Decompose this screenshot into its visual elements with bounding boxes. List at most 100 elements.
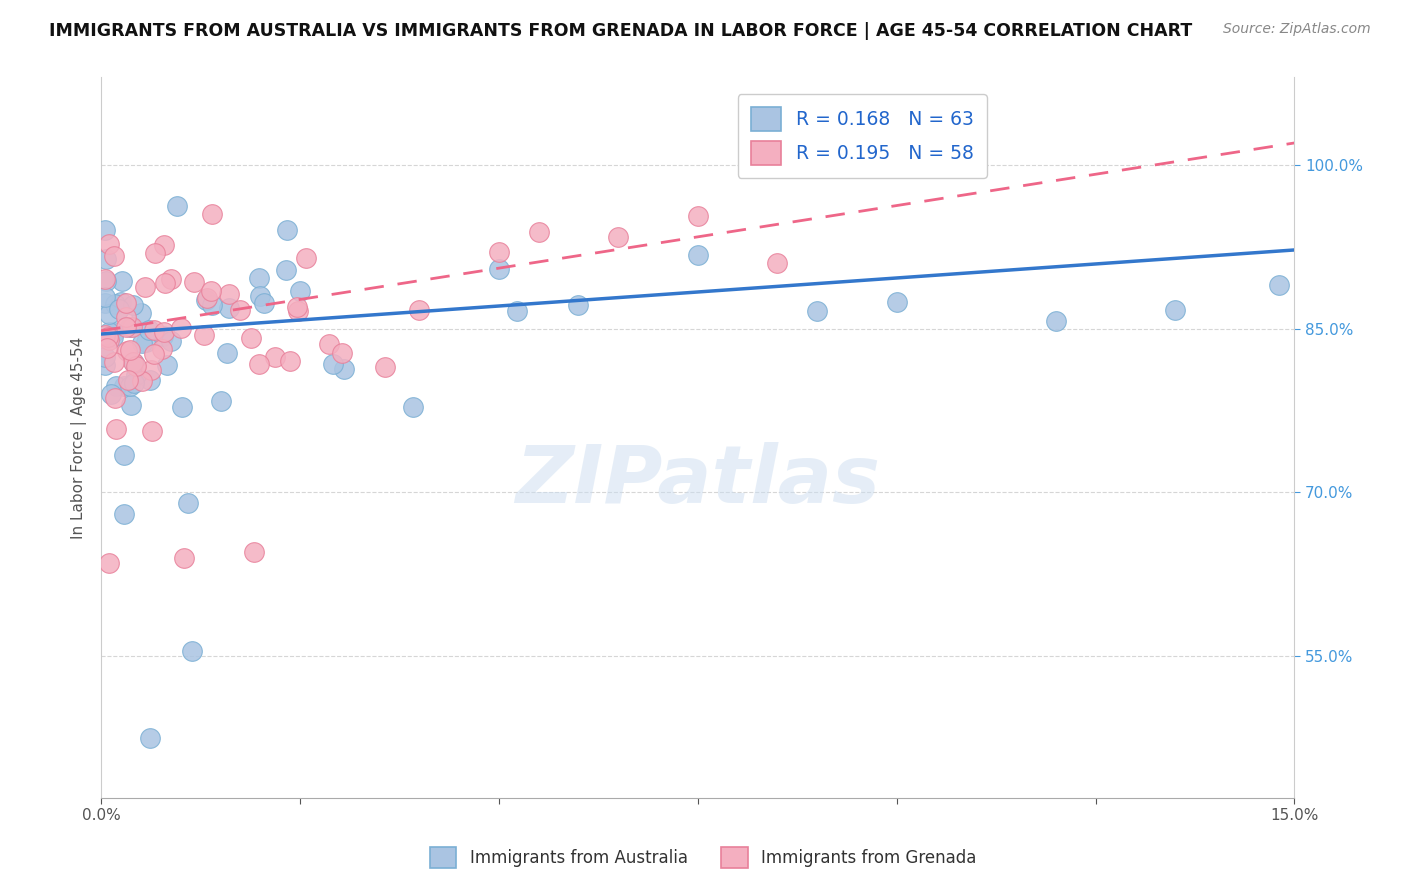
- Point: [96, 274, 118, 288]
- Point: [1045, 314, 1067, 328]
- Point: [285, 300, 308, 314]
- Point: [247, 357, 270, 371]
- Point: [103, 249, 125, 263]
- Point: [886, 295, 908, 310]
- Point: [318, 337, 340, 351]
- Point: [243, 545, 266, 559]
- Point: [97, 333, 120, 347]
- Point: [1267, 278, 1289, 293]
- Point: [143, 245, 166, 260]
- Point: [98, 237, 121, 252]
- Point: [806, 304, 828, 318]
- Point: [121, 355, 143, 369]
- Point: [488, 245, 510, 260]
- Point: [115, 310, 138, 324]
- Point: [194, 293, 217, 308]
- Point: [118, 320, 141, 334]
- Point: [488, 262, 510, 277]
- Point: [125, 359, 148, 374]
- Point: [139, 731, 162, 745]
- Point: [134, 280, 156, 294]
- Point: [218, 286, 240, 301]
- Point: [97, 330, 120, 344]
- Point: [527, 225, 550, 239]
- Point: [195, 291, 218, 305]
- Point: [100, 387, 122, 401]
- Point: [280, 354, 302, 368]
- Point: [104, 297, 127, 311]
- Point: [607, 230, 630, 244]
- Point: [408, 303, 430, 318]
- Point: [766, 255, 789, 269]
- Point: [160, 272, 183, 286]
- Point: [374, 360, 396, 375]
- Point: [139, 362, 162, 376]
- Point: [121, 319, 143, 334]
- Point: [166, 199, 188, 213]
- Point: [247, 270, 270, 285]
- Point: [193, 328, 215, 343]
- Point: [97, 557, 120, 571]
- Point: [122, 356, 145, 370]
- Point: [322, 357, 344, 371]
- Point: [105, 379, 128, 393]
- Point: [115, 295, 138, 310]
- Point: [153, 325, 176, 339]
- Point: [108, 301, 131, 316]
- Point: [104, 391, 127, 405]
- Point: [183, 275, 205, 289]
- Point: [402, 400, 425, 414]
- Point: [201, 207, 224, 221]
- Point: [333, 362, 356, 376]
- Point: [104, 422, 127, 436]
- Point: [143, 347, 166, 361]
- Point: [94, 327, 117, 342]
- Point: [209, 393, 232, 408]
- Point: [118, 379, 141, 393]
- Point: [94, 351, 117, 365]
- Point: [138, 323, 160, 337]
- Text: ZIPatlas: ZIPatlas: [515, 442, 880, 520]
- Point: [686, 248, 709, 262]
- Point: [249, 288, 271, 302]
- Point: [274, 262, 297, 277]
- Point: [253, 295, 276, 310]
- Point: [142, 323, 165, 337]
- Point: [94, 359, 117, 373]
- Point: [276, 222, 298, 236]
- Point: [152, 329, 174, 343]
- Point: [131, 374, 153, 388]
- Point: [135, 335, 157, 350]
- Point: [94, 296, 117, 310]
- Point: [141, 424, 163, 438]
- Point: [96, 252, 118, 266]
- Point: [112, 379, 135, 393]
- Point: [173, 550, 195, 565]
- Point: [156, 359, 179, 373]
- Point: [150, 342, 173, 356]
- Point: [111, 274, 134, 288]
- Point: [96, 341, 118, 355]
- Point: [120, 398, 142, 412]
- Point: [170, 321, 193, 335]
- Point: [330, 345, 353, 359]
- Point: [288, 284, 311, 298]
- Point: [121, 297, 143, 311]
- Point: [115, 319, 138, 334]
- Point: [217, 346, 239, 360]
- Point: [200, 284, 222, 298]
- Point: [201, 298, 224, 312]
- Point: [177, 496, 200, 510]
- Point: [153, 237, 176, 252]
- Point: [139, 373, 162, 387]
- Point: [131, 335, 153, 350]
- Point: [115, 343, 138, 358]
- Point: [129, 306, 152, 320]
- Point: [263, 350, 285, 364]
- Point: [112, 448, 135, 462]
- Point: [240, 331, 263, 345]
- Point: [94, 290, 117, 304]
- Y-axis label: In Labor Force | Age 45-54: In Labor Force | Age 45-54: [72, 336, 87, 539]
- Point: [1164, 302, 1187, 317]
- Point: [94, 272, 117, 286]
